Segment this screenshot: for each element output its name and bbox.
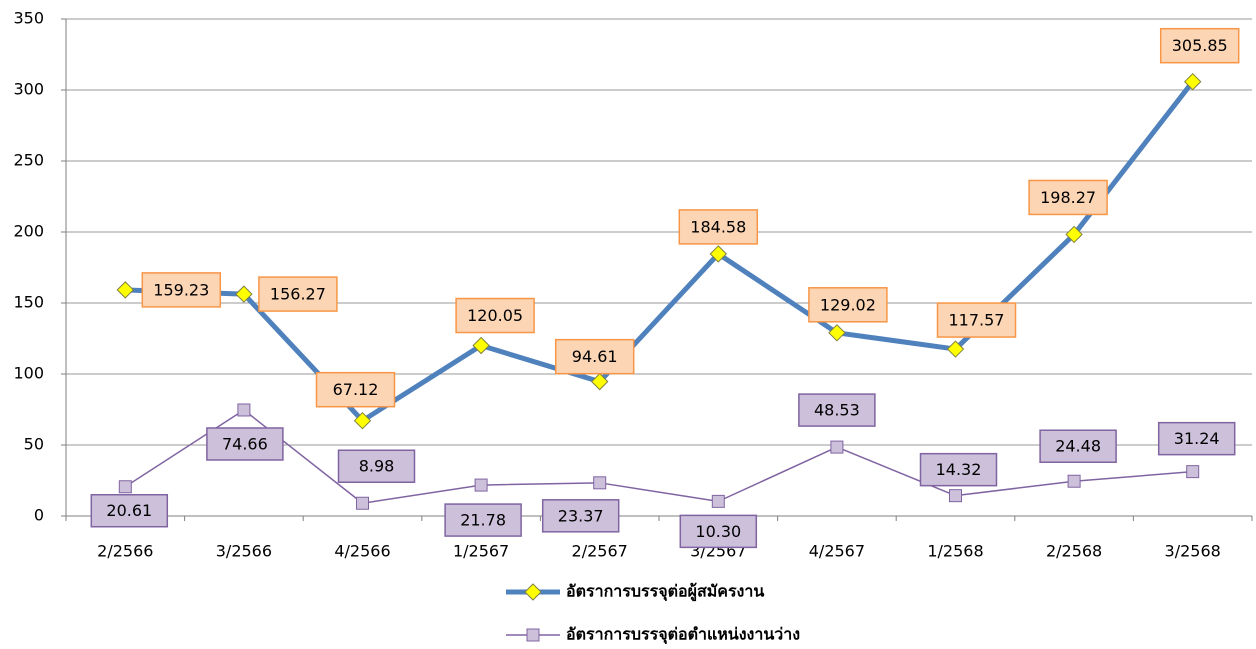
data-label-box <box>679 514 758 549</box>
data-label-box <box>936 302 1017 338</box>
data-label-box <box>554 338 635 375</box>
series-line <box>124 409 1193 504</box>
data-point <box>472 336 490 355</box>
data-label: 14.32 <box>936 460 982 479</box>
data-point <box>593 476 607 490</box>
x-tick-label: 4/2566 <box>334 542 390 561</box>
data-label: 10.30 <box>695 522 741 541</box>
data-label: 198.27 <box>1040 188 1096 207</box>
data-label: 31.24 <box>1174 429 1220 448</box>
data-label-box <box>808 287 888 323</box>
data-label: 156.27 <box>270 285 326 304</box>
data-label: 184.58 <box>690 217 746 236</box>
data-label-box <box>919 452 998 487</box>
data-point <box>946 340 965 358</box>
data-label: 305.85 <box>1172 36 1228 55</box>
data-label: 74.66 <box>222 434 268 453</box>
data-label: 8.98 <box>359 457 395 476</box>
data-label-box <box>455 297 535 334</box>
data-point <box>356 496 369 510</box>
y-tick-label: 150 <box>13 293 44 312</box>
data-point <box>949 489 962 503</box>
data-label-box <box>798 393 876 427</box>
legend-label: อัตราการบรรจุต่อตำแหน่งงานว่าง <box>566 625 800 645</box>
data-point <box>235 285 253 303</box>
data-point <box>1065 225 1083 244</box>
y-tick-label: 300 <box>13 80 44 99</box>
data-label-box <box>1028 179 1108 216</box>
data-label: 24.48 <box>1055 437 1101 456</box>
y-tick-label: 250 <box>13 151 44 170</box>
y-tick-label: 50 <box>24 435 44 454</box>
data-point <box>116 281 135 299</box>
data-point <box>1186 465 1200 479</box>
data-label-box <box>315 371 396 408</box>
x-tick-label: 3/2566 <box>216 542 272 561</box>
data-label-box <box>90 493 169 528</box>
data-label-box <box>1159 27 1240 64</box>
data-point <box>118 480 132 494</box>
x-tick-label: 1/2567 <box>453 542 509 561</box>
data-point <box>711 494 725 508</box>
data-label: 94.61 <box>572 347 618 366</box>
data-label: 48.53 <box>814 401 860 420</box>
data-point <box>830 440 844 454</box>
data-label: 120.05 <box>467 306 523 325</box>
data-label: 67.12 <box>333 380 379 399</box>
y-tick-label: 350 <box>13 9 44 28</box>
y-tick-label: 100 <box>13 364 44 383</box>
y-tick-label: 200 <box>13 222 44 241</box>
y-tick-label: 0 <box>34 506 44 525</box>
data-label-box <box>258 276 338 312</box>
data-label-box <box>337 449 416 483</box>
data-point <box>237 403 251 417</box>
data-point <box>709 245 728 263</box>
x-tick-label: 1/2568 <box>927 542 983 561</box>
data-label: 129.02 <box>820 295 876 314</box>
x-tick-label: 2/2568 <box>1046 542 1102 561</box>
data-point <box>474 478 488 492</box>
legend-marker <box>524 583 542 601</box>
data-point <box>1183 72 1202 91</box>
data-point <box>590 372 609 391</box>
data-label-box <box>141 272 222 308</box>
x-tick-label: 3/2568 <box>1165 542 1221 561</box>
data-point <box>828 324 846 342</box>
series-line <box>125 80 1195 424</box>
x-tick-label: 2/2566 <box>97 542 153 561</box>
data-label: 159.23 <box>153 280 209 299</box>
legend-label: อัตราการบรรจุต่อผู้สมัครงาน <box>566 582 764 603</box>
data-label-box <box>206 427 284 461</box>
legend-marker <box>526 628 540 642</box>
data-label: 23.37 <box>558 506 604 525</box>
data-label-box <box>1039 429 1117 463</box>
data-label: 20.61 <box>106 501 152 520</box>
data-label-box <box>678 209 759 245</box>
data-label-box <box>1157 421 1236 456</box>
data-label: 21.78 <box>460 511 506 530</box>
data-point <box>353 411 372 430</box>
data-point <box>1067 474 1081 488</box>
x-tick-label: 2/2567 <box>572 542 628 561</box>
x-tick-label: 4/2567 <box>809 542 865 561</box>
data-label-box <box>444 503 522 537</box>
data-label: 117.57 <box>949 311 1005 330</box>
data-label-box <box>541 499 620 533</box>
